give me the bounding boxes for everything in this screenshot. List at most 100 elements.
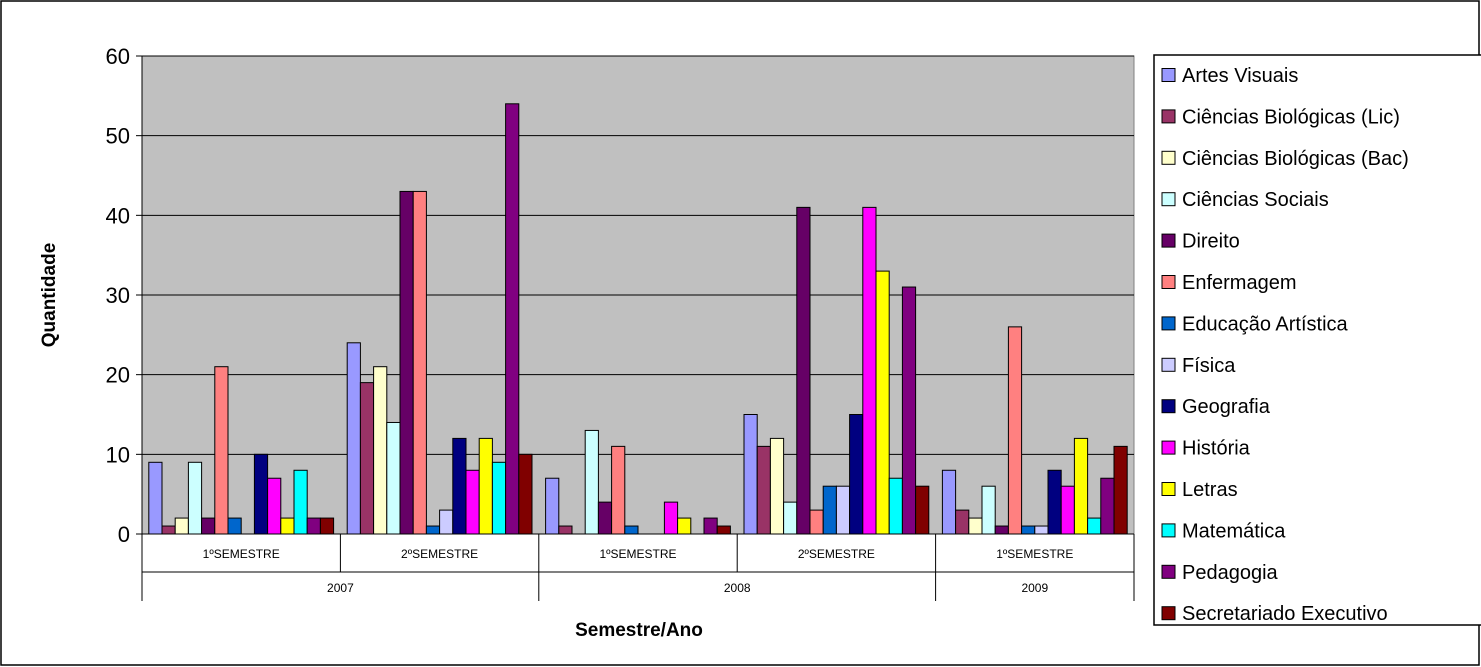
bar: [611, 445, 626, 535]
bar: [783, 501, 798, 535]
legend-swatch: [1161, 233, 1176, 248]
legend-label: Pedagogia: [1182, 562, 1279, 584]
bar: [1060, 485, 1075, 535]
y-tick-label: 20: [106, 363, 130, 388]
bar: [677, 517, 692, 535]
x-axis-title: Semestre/Ano: [575, 620, 703, 641]
bar: [663, 501, 679, 535]
bar: [1113, 445, 1128, 535]
bar: [214, 366, 229, 535]
bar: [187, 461, 203, 535]
bar: [875, 270, 890, 535]
legend-swatch: [1161, 482, 1176, 496]
bar: [346, 342, 361, 535]
bar: [386, 421, 401, 535]
y-tick-label: 40: [106, 203, 130, 228]
bar: [703, 517, 718, 535]
legend-label: Secretariado Executivo: [1182, 603, 1388, 625]
bar: [319, 517, 335, 535]
bar: [148, 461, 163, 535]
bar: [174, 517, 189, 535]
bar: [796, 206, 811, 535]
bar: [849, 414, 864, 535]
y-tick-label: 30: [106, 283, 130, 308]
bar: [412, 190, 427, 535]
bar: [1073, 437, 1089, 535]
bar: [769, 437, 785, 535]
legend-label: Educação Artística: [1182, 313, 1349, 335]
bar: [901, 286, 917, 535]
bar: [518, 453, 533, 535]
bar: [716, 525, 731, 535]
bar: [756, 445, 771, 535]
legend-label: Ciências Sociais: [1182, 189, 1329, 211]
bar: [399, 190, 414, 535]
bar: [293, 469, 308, 535]
bar: [373, 366, 388, 535]
bar: [809, 509, 824, 535]
bar: [968, 517, 983, 535]
legend-box: [1153, 54, 1481, 626]
legend-label: Matemática: [1182, 520, 1286, 542]
legend-swatch: [1161, 606, 1176, 621]
bar: [624, 525, 639, 535]
legend-label: Ciências Biológicas (Bac): [1182, 148, 1409, 170]
bar: [862, 206, 877, 535]
legend-label: Letras: [1182, 479, 1238, 501]
legend-swatch: [1161, 523, 1176, 538]
legend-label: Enfermagem: [1182, 272, 1297, 294]
bar: [597, 501, 613, 535]
legend-label: Física: [1182, 355, 1236, 377]
legend-swatch: [1161, 316, 1176, 331]
year-label: 2009: [1021, 581, 1048, 595]
x-tick-label: 1ºSEMESTRE: [599, 547, 676, 561]
legend-swatch: [1161, 564, 1176, 579]
legend-label: Direito: [1182, 231, 1240, 253]
bar: [465, 469, 480, 535]
bar: [478, 437, 493, 535]
bar: [439, 509, 454, 535]
legend-label: Geografia: [1182, 396, 1271, 418]
year-label: 2007: [327, 581, 354, 595]
bar: [267, 477, 282, 535]
legend-label: Ciências Biológicas (Lic): [1182, 106, 1400, 128]
bar: [915, 485, 930, 535]
bar: [955, 509, 970, 535]
y-tick-label: 60: [106, 44, 130, 69]
y-tick-label: 10: [106, 442, 130, 467]
y-tick-label: 0: [118, 522, 130, 547]
bar: [253, 453, 269, 535]
bar: [1087, 517, 1102, 535]
bar: [835, 485, 851, 535]
legend-swatch: [1161, 68, 1176, 82]
legend-label: História: [1182, 438, 1251, 460]
x-tick-label: 2ºSEMESTRE: [401, 547, 478, 561]
bar: [227, 517, 242, 535]
bar: [1047, 469, 1062, 535]
year-label: 2008: [724, 581, 751, 595]
bar: [1034, 525, 1049, 535]
bar: [505, 103, 520, 535]
bar: [545, 477, 560, 535]
bar: [888, 477, 903, 535]
bar: [1021, 525, 1036, 535]
bar: [425, 525, 441, 535]
legend-label: Artes Visuais: [1182, 65, 1298, 87]
legend-swatch: [1161, 357, 1176, 372]
legend-swatch: [1161, 192, 1176, 207]
bar: [584, 429, 599, 535]
bar: [491, 461, 507, 535]
bar: [1007, 326, 1023, 535]
bar: [280, 517, 295, 535]
x-tick-label: 2ºSEMESTRE: [798, 547, 875, 561]
y-tick-label: 50: [106, 124, 130, 149]
legend: Artes Visuais Ciências Biológicas (Lic) Ci…: [1153, 54, 1481, 626]
x-tick-label: 1ºSEMESTRE: [203, 547, 280, 561]
bar: [743, 414, 758, 535]
plot-area: [141, 55, 1135, 535]
x-tick-label: 1ºSEMESTRE: [996, 547, 1073, 561]
bar: [822, 485, 837, 535]
bar: [452, 437, 467, 535]
